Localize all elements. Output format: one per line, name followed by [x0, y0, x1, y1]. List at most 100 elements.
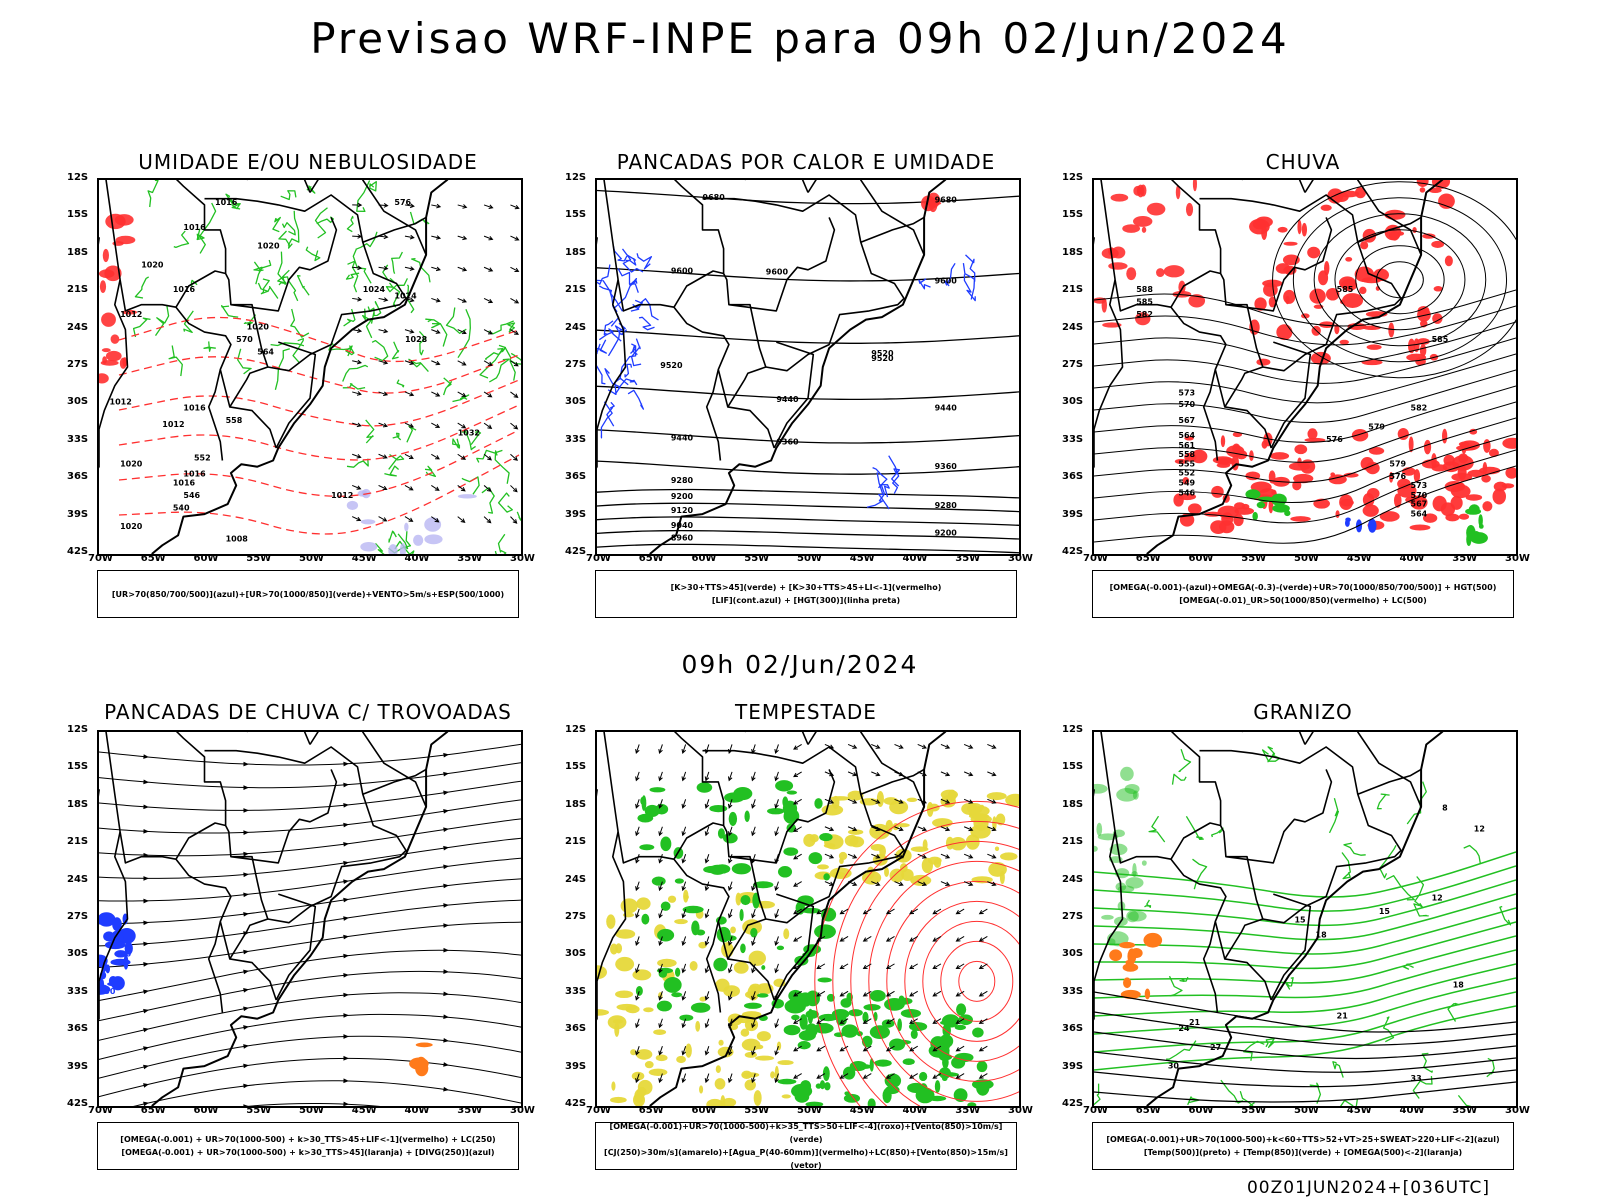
lat-tick-label: 15S [1062, 761, 1084, 773]
temp-label: 8 [1442, 804, 1448, 813]
hgt500-contour [1094, 449, 1516, 524]
hgt500-contour [1094, 433, 1516, 504]
rain-green-areas-east [1465, 504, 1488, 547]
lat-tick-label: 30S [565, 948, 587, 960]
map-canvas: 1016101610201024102410201016102010121028… [99, 180, 521, 554]
wind850-green-area-south [777, 990, 994, 1106]
hgt500-contour [1094, 321, 1516, 365]
lon-tick-label: 50W [299, 1105, 324, 1116]
lat-tick-label: 18S [1062, 798, 1084, 810]
lc850-red-contour [814, 800, 1019, 1106]
lc850-red-contour [868, 860, 1019, 1102]
lon-tick-label: 70W [1083, 1105, 1108, 1116]
panel-title: GRANIZO [1253, 700, 1353, 724]
lat-tick-label: 18S [67, 246, 89, 258]
contour-label: 1020 [120, 522, 143, 531]
hgt300-contour [597, 460, 1019, 475]
temp500-black-contour [1094, 1081, 1516, 1103]
hgt-label: 564 [1178, 431, 1195, 440]
hgt-label: 573 [1411, 481, 1428, 490]
lavender-moisture-areas [346, 488, 477, 554]
lif-blue-contours-south [866, 455, 901, 510]
streamlines-250 [99, 743, 521, 1106]
lon-tick-label: 70W [88, 553, 113, 564]
hgt-label: 552 [1178, 468, 1195, 477]
contour-label: 546 [183, 491, 200, 500]
temp850-green-contour [1094, 893, 1516, 941]
lat-tick-label: 21S [67, 284, 89, 296]
lat-tick-label: 36S [565, 1023, 587, 1035]
lon-tick-label: 65W [140, 553, 166, 564]
temp-label: 15 [1294, 916, 1306, 925]
lc850-red-contour [850, 840, 1019, 1106]
lon-tick-label: 30W [510, 1105, 535, 1116]
lon-tick-label: 70W [586, 1105, 611, 1116]
forecast-map: 1016 1016 1020 1024 1024 1020 1016 1020 1012 1028… [97, 178, 523, 556]
temp-label: 21 [1189, 1018, 1201, 1027]
hgt-label: 9520 [660, 361, 683, 370]
hgt300-contour [597, 429, 1019, 444]
panel-legend: [OMEGA(-0.001) + UR>70(1000-500) + k>30_… [97, 1122, 519, 1170]
contour-label: 1016 [173, 478, 196, 487]
divergence-label: 30 [104, 987, 116, 996]
green-humidity-contours-east [342, 301, 521, 554]
hgt-label: 9200 [935, 528, 958, 537]
hgt300-contour [597, 267, 1019, 282]
borders-coastline [99, 180, 449, 554]
lat-tick-label: 36S [565, 471, 587, 483]
hgt300-contour [597, 488, 1019, 499]
lc850-red-contour [922, 920, 1019, 1042]
hgt500-contour [1094, 401, 1516, 463]
lat-tick-label: 33S [67, 985, 89, 997]
hgt-label: 9040 [671, 521, 694, 530]
forecast-map: 8 12 12 15 15 18 18 21 21 24 27 30 33 [1092, 730, 1518, 1108]
lat-tick-label: 39S [565, 1060, 587, 1072]
lon-tick-label: 50W [797, 1105, 822, 1116]
lat-tick-label: 27S [1062, 911, 1084, 922]
map-canvas: 30 30 [99, 732, 521, 1106]
temp850-green-contour [1094, 921, 1516, 970]
lon-tick-label: 65W [638, 553, 664, 564]
panel-title: UMIDADE E/OU NEBULOSIDADE [138, 150, 478, 174]
temp850-green-contour [1094, 991, 1516, 1053]
lat-tick-label: 42S [1062, 546, 1084, 557]
hgt300-contour [597, 502, 1019, 513]
hgt500-contour [1094, 337, 1516, 384]
lat-tick-label: 27S [565, 911, 587, 922]
red-dashed-thickness-line [118, 429, 520, 497]
hgt-label: 9520 [871, 349, 894, 358]
lat-tick-label: 12S [67, 172, 89, 183]
hgt500-closed-contour [1355, 245, 1445, 315]
temp-label: 18 [1453, 981, 1465, 990]
lon-tick-label: 50W [1294, 553, 1319, 564]
lat-tick-label: 42S [565, 1098, 587, 1109]
hgt-label: 567 [1411, 500, 1428, 509]
legend-line: [UR>70(850/700/500)](azul)+[UR>70(1000/8… [111, 589, 505, 599]
legend-line: [OMEGA(-0.001) + UR>70(1000-500) + k>30_… [120, 1135, 496, 1144]
lon-tick-label: 30W [1505, 553, 1530, 564]
map-canvas: 5855855825795765735705675645615585555525… [1094, 180, 1516, 554]
hgt-label: 585 [1432, 335, 1449, 344]
lon-tick-label: 65W [140, 1105, 166, 1116]
lon-tick-label: 30W [1008, 1105, 1033, 1116]
lc850-red-contour [832, 820, 1019, 1106]
hgt500-closed-contour [1334, 229, 1466, 331]
lat-tick-label: 24S [67, 873, 89, 885]
lon-tick-label: 45W [351, 1105, 377, 1116]
contour-label: 1020 [141, 260, 164, 269]
contour-label: 552 [194, 454, 211, 463]
hgt-label: 582 [1411, 404, 1428, 413]
lon-tick-label: 70W [1083, 553, 1108, 564]
orange-area [409, 1042, 433, 1077]
temp850-green-detail [1094, 746, 1512, 1106]
lon-tick-label: 35W [457, 553, 483, 564]
lon-tick-label: 60W [1188, 1105, 1214, 1116]
lat-tick-label: 21S [565, 284, 587, 296]
lon-tick-label: 30W [1008, 553, 1033, 564]
lat-tick-label: 21S [1062, 836, 1084, 848]
lc850-red-contour [940, 940, 1014, 1022]
temp-label: 30 [1168, 1062, 1180, 1071]
lon-tick-label: 40W [404, 1105, 430, 1116]
temp-label: 12 [1432, 893, 1443, 902]
lat-tick-label: 36S [1062, 471, 1084, 483]
